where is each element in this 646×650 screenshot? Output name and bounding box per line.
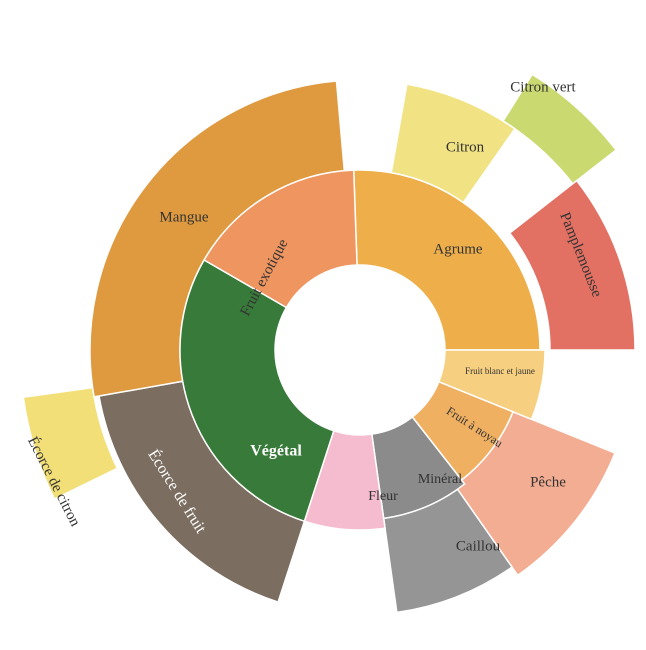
inner-label-fleur: Fleur bbox=[368, 489, 398, 504]
inner-label-agrume: Agrume bbox=[433, 241, 482, 257]
outer-segment-pamplemousse[interactable] bbox=[508, 179, 636, 351]
center-hole bbox=[275, 265, 445, 435]
inner-segment-fruit-blanc-et-jaune[interactable] bbox=[437, 349, 546, 421]
outer-label-peche: Pêche bbox=[530, 474, 566, 490]
outer-label-caillou: Caillou bbox=[456, 538, 501, 554]
outer-segment-citron-vert[interactable] bbox=[502, 73, 618, 185]
outer-label-mangue: Mangue bbox=[159, 209, 208, 225]
outer-label-citron-vert: Citron vert bbox=[510, 79, 576, 95]
outer-label-citron: Citron bbox=[446, 139, 485, 155]
inner-label-vegetal: Végétal bbox=[250, 443, 302, 460]
inner-label-fruit-blanc-et-jaune: Fruit blanc et jaune bbox=[465, 366, 535, 376]
inner-label-mineral: Minéral bbox=[418, 472, 462, 487]
